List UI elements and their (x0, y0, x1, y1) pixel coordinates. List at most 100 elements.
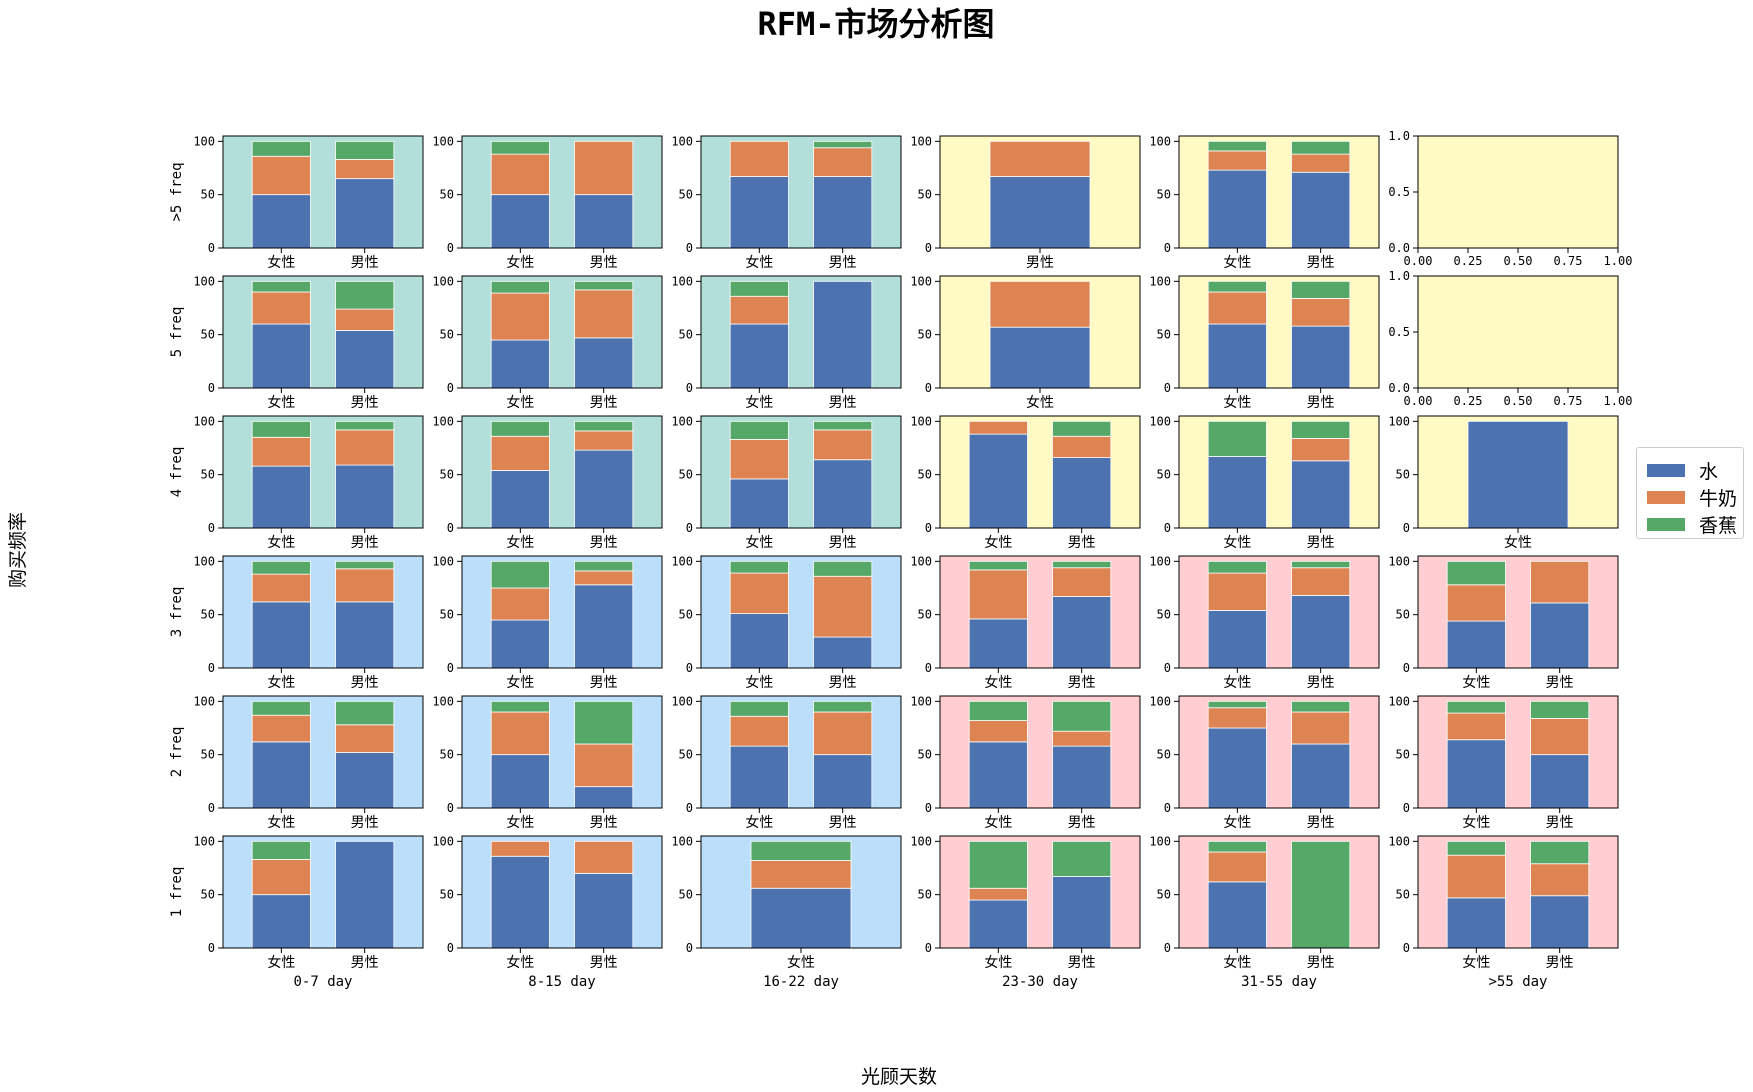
bar-segment-water (251, 741, 311, 809)
bar-segment-water (335, 178, 395, 249)
x-tick-label: 0.75 (1554, 254, 1583, 268)
x-tick-label: 女性 (745, 254, 773, 271)
bar-segment-water (729, 323, 789, 389)
bar-segment-milk (750, 860, 852, 889)
bar-segment-water (813, 754, 873, 809)
x-tick-label: 男性 (1026, 255, 1054, 271)
y-tick-label: 50 (679, 188, 693, 202)
bar-segment-banana (1530, 840, 1590, 865)
bar-segment-milk (335, 724, 395, 753)
y-tick-label: 50 (1157, 468, 1171, 482)
y-tick-label: 0 (1403, 801, 1410, 815)
y-tick-label: 0 (1164, 941, 1171, 955)
bar-segment-water (251, 465, 311, 529)
y-tick-label: 100 (671, 274, 693, 288)
x-tick-label: 男性 (351, 395, 379, 411)
y-tick-label: 0 (447, 521, 454, 535)
bar-segment-water (574, 786, 634, 809)
y-tick-label: 0 (686, 241, 693, 255)
bar-segment-water (1446, 620, 1506, 669)
panel-frame (939, 415, 1141, 529)
bar-segment-water (1052, 876, 1112, 949)
x-tick-label: 女性 (1462, 954, 1490, 971)
panel-r2-c2: 0 50 100 女性 男性 (432, 274, 663, 411)
x-tick-label: 男性 (1068, 535, 1096, 551)
bar-segment-banana (1291, 420, 1351, 439)
panel-frame (700, 415, 902, 529)
x-tick-label: 女性 (267, 674, 295, 691)
x-tick-label: 女性 (267, 394, 295, 411)
bar-segment-water (1052, 457, 1112, 529)
y-tick-label: 50 (1157, 748, 1171, 762)
bar-segment-banana (1291, 280, 1351, 299)
bar-segment-milk (335, 159, 395, 180)
x-tick-label: 男性 (590, 955, 618, 971)
panel-r6-c6: 0 50 100 女性 男性 >55 day (1388, 834, 1619, 990)
panel-frame (700, 555, 902, 669)
bar-segment-milk (490, 587, 550, 621)
row-label-frequency: 4 freq (169, 447, 185, 498)
y-tick-label: 50 (440, 468, 454, 482)
bar-segment-water (251, 601, 311, 669)
y-tick-label: 50 (201, 608, 215, 622)
bar-segment-milk (989, 140, 1091, 177)
bar-segment-water (335, 329, 395, 389)
y-tick-label: 0 (208, 941, 215, 955)
panel-r5-c2: 0 50 100 女性 男性 (432, 694, 663, 831)
y-tick-label: 100 (671, 834, 693, 848)
x-tick-label: 女性 (1223, 394, 1251, 411)
legend: 水 牛奶 香蕉 (1636, 447, 1744, 539)
bar-segment-milk (1446, 712, 1506, 741)
bar-segment-water (251, 894, 311, 949)
panel-frame (1417, 555, 1619, 669)
panel-frame (1417, 415, 1619, 529)
bar-segment-water (813, 280, 873, 389)
bar-segment-milk (729, 140, 789, 177)
y-tick-label: 0 (686, 801, 693, 815)
column-label-recency: 23-30 day (1002, 974, 1078, 990)
panel-frame (939, 835, 1141, 949)
x-tick-label: 女性 (1026, 394, 1054, 411)
bar-segment-milk (1291, 711, 1351, 745)
bar-segment-water (574, 872, 634, 949)
bar-segment-milk (335, 568, 395, 603)
panel-r3-c6: 0 50 100 女性 (1388, 414, 1619, 551)
bar-segment-milk (813, 147, 873, 177)
bar-segment-milk (1530, 560, 1590, 604)
panel-r1-c4: 0 50 100 男性 (910, 134, 1141, 271)
bar-segment-banana (1207, 280, 1267, 293)
bar-segment-water (968, 741, 1028, 809)
panel-frame (461, 275, 663, 389)
panel-r6-c5: 0 50 100 女性 男性 31-55 day (1149, 834, 1380, 990)
bar-segment-banana (1291, 560, 1351, 569)
bar-segment-banana (1052, 700, 1112, 732)
bar-segment-water (1467, 420, 1569, 529)
y-tick-label: 50 (1157, 188, 1171, 202)
panel-r5-c1: 0 50 100 女性 男性 2 freq (169, 694, 424, 831)
panel-frame (222, 555, 424, 669)
y-tick-label: 100 (910, 274, 932, 288)
bar-segment-banana (251, 700, 311, 716)
bar-segment-water (813, 459, 873, 529)
bar-segment-water (1207, 727, 1267, 809)
x-tick-label: 男性 (1307, 535, 1335, 551)
bar-segment-banana (490, 700, 550, 713)
x-tick-label: 男性 (590, 255, 618, 271)
row-label-frequency: 3 freq (169, 587, 185, 638)
panel-r5-c5: 0 50 100 女性 男性 (1149, 694, 1380, 831)
bar-segment-milk (1291, 153, 1351, 173)
panel-frame (1178, 415, 1380, 529)
y-tick-label: 50 (440, 188, 454, 202)
x-tick-label: 女性 (745, 814, 773, 831)
panel-r6-c3: 0 50 100 女性 16-22 day (671, 834, 902, 990)
y-tick-label: 100 (671, 414, 693, 428)
bar-segment-milk (729, 572, 789, 614)
bar-segment-milk (968, 720, 1028, 743)
y-tick-label: 100 (432, 694, 454, 708)
panel-frame (939, 135, 1141, 249)
x-tick-label: 女性 (1223, 674, 1251, 691)
bar-segment-banana (729, 560, 789, 574)
bar-segment-water (968, 899, 1028, 949)
bar-segment-water (1530, 754, 1590, 809)
bar-segment-water (335, 464, 395, 529)
